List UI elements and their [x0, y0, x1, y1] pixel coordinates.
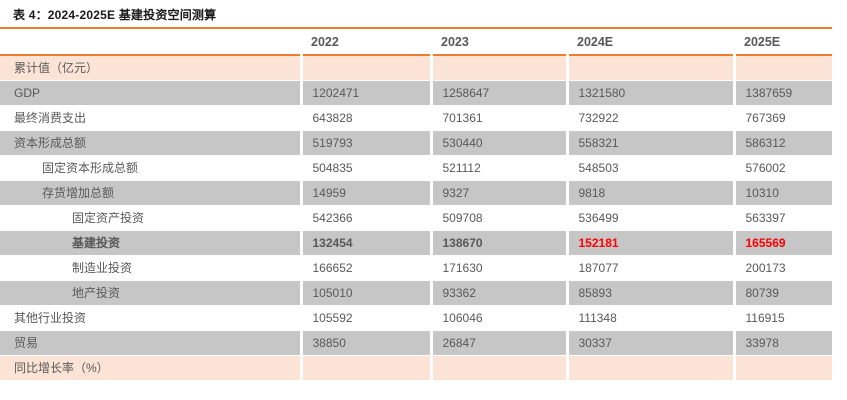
row-label: 基建投资 — [0, 230, 301, 256]
table-row: 贸易 38850 26847 30337 33978 — [0, 330, 832, 356]
cell-value: 165569 — [732, 230, 832, 256]
table-row: 最终消费支出 643828 701361 732922 767369 — [0, 105, 832, 131]
cell-value: 563397 — [732, 205, 832, 231]
cell-value: 586312 — [732, 130, 832, 156]
cell-value: 643828 — [299, 105, 431, 131]
row-label: GDP — [0, 80, 301, 106]
row-label: 制造业投资 — [0, 255, 301, 281]
row-label: 最终消费支出 — [0, 105, 301, 131]
cell-value: 14959 — [299, 180, 431, 206]
cell-value — [732, 355, 832, 381]
cell-value: 10310 — [732, 180, 832, 206]
table-row: 同比增长率（%） — [0, 355, 832, 381]
cell-value: 138670 — [429, 230, 567, 256]
row-label: 固定资本形成总额 — [0, 155, 301, 181]
cell-value: 200173 — [732, 255, 832, 281]
cell-value: 1321580 — [565, 80, 734, 106]
cell-value — [429, 55, 567, 81]
row-label: 地产投资 — [0, 280, 301, 306]
table-row: 基建投资 132454 138670 152181 165569 — [0, 230, 832, 256]
table-row: 其他行业投资 105592 106046 111348 116915 — [0, 305, 832, 331]
table-row: 固定资产投资 542366 509708 536499 563397 — [0, 205, 832, 231]
column-header-2023: 2023 — [431, 27, 567, 56]
cell-value: 509708 — [429, 205, 567, 231]
column-header-2024e: 2024E — [567, 27, 734, 56]
cell-value — [299, 55, 431, 81]
cell-value: 530440 — [429, 130, 567, 156]
row-label: 存货增加总额 — [0, 180, 301, 206]
cell-value: 33978 — [732, 330, 832, 356]
cell-value: 116915 — [732, 305, 832, 331]
row-label: 同比增长率（%） — [0, 355, 301, 381]
cell-value: 548503 — [565, 155, 734, 181]
cell-value: 9818 — [565, 180, 734, 206]
cell-value: 187077 — [565, 255, 734, 281]
column-header-2022: 2022 — [301, 27, 431, 56]
cell-value — [299, 355, 431, 381]
cell-value: 105592 — [299, 305, 431, 331]
cell-value: 85893 — [565, 280, 734, 306]
cell-value: 1258647 — [429, 80, 567, 106]
cell-value: 767369 — [732, 105, 832, 131]
row-label: 固定资产投资 — [0, 205, 301, 231]
cell-value: 576002 — [732, 155, 832, 181]
row-label: 贸易 — [0, 330, 301, 356]
cell-value: 80739 — [732, 280, 832, 306]
data-table: 2022 2023 2024E 2025E 累计值（亿元） GDP 1202471 1… — [0, 27, 832, 381]
cell-value — [565, 55, 734, 81]
column-header-label — [0, 27, 301, 56]
row-label: 资本形成总额 — [0, 130, 301, 156]
cell-value: 1202471 — [299, 80, 431, 106]
table-row: 固定资本形成总额 504835 521112 548503 576002 — [0, 155, 832, 181]
cell-value: 30337 — [565, 330, 734, 356]
cell-value: 701361 — [429, 105, 567, 131]
cell-value: 542366 — [299, 205, 431, 231]
cell-value — [565, 355, 734, 381]
cell-value: 519793 — [299, 130, 431, 156]
table-row: 资本形成总额 519793 530440 558321 586312 — [0, 130, 832, 156]
cell-value: 38850 — [299, 330, 431, 356]
cell-value: 132454 — [299, 230, 431, 256]
table-header-row: 2022 2023 2024E 2025E — [0, 27, 832, 56]
cell-value: 26847 — [429, 330, 567, 356]
table-header: 2022 2023 2024E 2025E — [0, 27, 832, 56]
cell-value: 521112 — [429, 155, 567, 181]
table-row: 制造业投资 166652 171630 187077 200173 — [0, 255, 832, 281]
cell-value: 9327 — [429, 180, 567, 206]
table-row: GDP 1202471 1258647 1321580 1387659 — [0, 80, 832, 106]
cell-value: 166652 — [299, 255, 431, 281]
cell-value: 105010 — [299, 280, 431, 306]
column-header-2025e: 2025E — [734, 27, 832, 56]
cell-value: 93362 — [429, 280, 567, 306]
cell-value: 152181 — [565, 230, 734, 256]
cell-value: 732922 — [565, 105, 734, 131]
cell-value: 558321 — [565, 130, 734, 156]
table-title: 表 4：2024-2025E 基建投资空间测算 — [13, 8, 217, 22]
cell-value: 504835 — [299, 155, 431, 181]
cell-value — [732, 55, 832, 81]
cell-value: 536499 — [565, 205, 734, 231]
row-label: 累计值（亿元） — [0, 55, 301, 81]
row-label: 其他行业投资 — [0, 305, 301, 331]
table-body: 累计值（亿元） GDP 1202471 1258647 1321580 1387659 最终… — [0, 55, 832, 381]
table-row: 累计值（亿元） — [0, 55, 832, 81]
table-row: 存货增加总额 14959 9327 9818 10310 — [0, 180, 832, 206]
cell-value — [429, 355, 567, 381]
cell-value: 111348 — [565, 305, 734, 331]
table-row: 地产投资 105010 93362 85893 80739 — [0, 280, 832, 306]
cell-value: 1387659 — [732, 80, 832, 106]
cell-value: 106046 — [429, 305, 567, 331]
cell-value: 171630 — [429, 255, 567, 281]
